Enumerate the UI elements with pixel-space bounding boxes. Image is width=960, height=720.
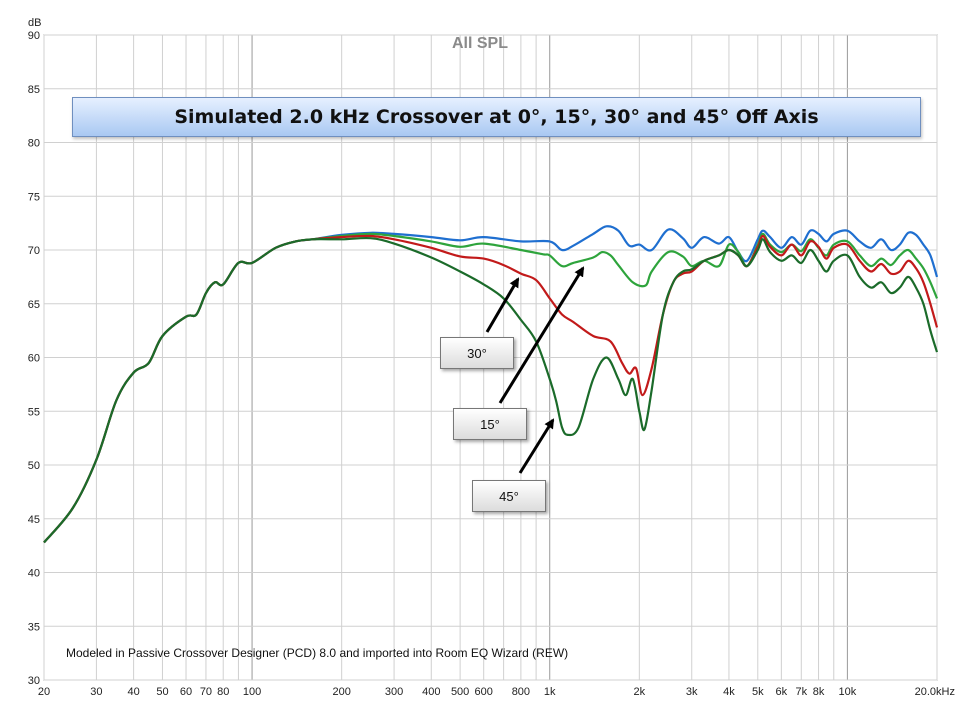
y-tick-label: 85: [28, 84, 40, 96]
chart-footnote: Modeled in Passive Crossover Designer (P…: [66, 646, 569, 660]
chart-subtitle-banner: Simulated 2.0 kHz Crossover at 0°, 15°, …: [72, 97, 921, 137]
y-tick-label: 40: [28, 568, 40, 580]
series-line-45deg: [43, 236, 939, 544]
x-tick-label: 400: [422, 686, 440, 698]
x-tick-label: 20.0kHz: [915, 686, 955, 698]
callout-45-deg: 45°: [472, 480, 546, 512]
y-tick-label: 35: [28, 621, 40, 633]
y-tick-label: 50: [28, 460, 40, 472]
arrow-15: [498, 266, 585, 404]
y-tick-label: 90: [28, 30, 40, 42]
x-tick-label: 1k: [544, 686, 556, 698]
callout-30-deg: 30°: [440, 337, 514, 369]
y-tick-label: 70: [28, 245, 40, 257]
x-tick-label: 80: [217, 686, 229, 698]
y-axis-unit: dB: [28, 17, 41, 29]
y-tick-label: 65: [28, 299, 40, 311]
x-tick-label: 600: [475, 686, 493, 698]
x-tick-label: 20: [38, 686, 50, 698]
x-tick-label: 6k: [776, 686, 788, 698]
x-tick-label: 2k: [634, 686, 646, 698]
x-tick-label: 8k: [813, 686, 825, 698]
y-tick-label: 30: [28, 675, 40, 687]
x-tick-label: 30: [90, 686, 102, 698]
x-tick-label: 200: [332, 686, 350, 698]
x-tick-label: 500: [451, 686, 469, 698]
y-tick-label: 60: [28, 353, 40, 365]
annotation-arrows: [485, 266, 585, 474]
chart-title: All SPL: [451, 35, 508, 52]
y-tick-label: 55: [28, 406, 40, 418]
x-tick-label: 800: [512, 686, 530, 698]
x-tick-label: 4k: [723, 686, 735, 698]
series-lines: [43, 225, 939, 544]
y-tick-label: 80: [28, 138, 40, 150]
y-tick-label: 75: [28, 191, 40, 203]
x-tick-label: 60: [180, 686, 192, 698]
x-tick-label: 10k: [839, 686, 857, 698]
callout-15-deg: 15°: [453, 408, 527, 440]
x-tick-label: 50: [156, 686, 168, 698]
x-tick-label: 5k: [752, 686, 764, 698]
x-tick-label: 70: [200, 686, 212, 698]
y-tick-label: 45: [28, 514, 40, 526]
arrow-30: [485, 277, 520, 333]
x-tick-label: 300: [385, 686, 403, 698]
x-tick-label: 40: [127, 686, 139, 698]
x-tick-label: 7k: [795, 686, 807, 698]
arrow-45: [518, 418, 555, 474]
x-tick-label: 3k: [686, 686, 698, 698]
x-tick-label: 100: [243, 686, 261, 698]
